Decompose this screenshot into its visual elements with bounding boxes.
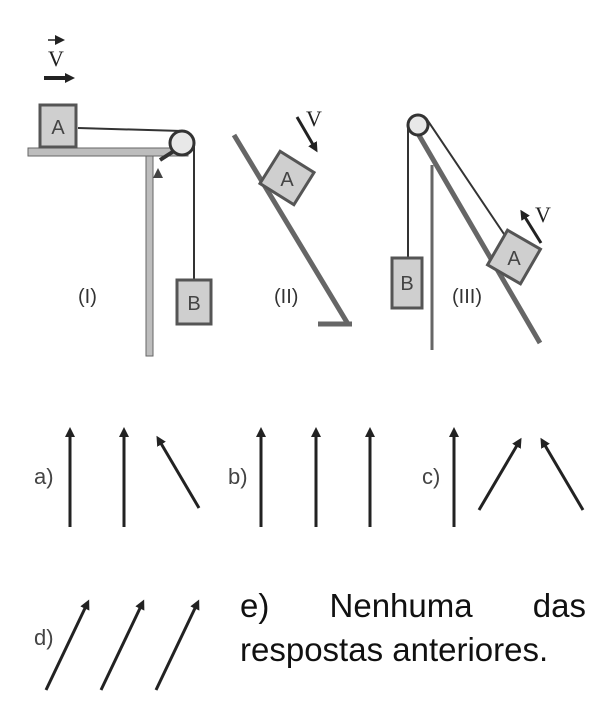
option-b[interactable]: b) <box>228 427 375 527</box>
option-d-arrow-2 <box>99 599 145 691</box>
option-c[interactable]: c) <box>422 427 585 527</box>
block-b-case-3 <box>390 256 424 310</box>
block-a-label: A <box>51 117 65 139</box>
option-d-label: d) <box>34 625 54 650</box>
option-a-label: a) <box>34 464 54 489</box>
table-top <box>27 147 189 157</box>
case-3-setup: B A V (III) <box>390 113 551 350</box>
option-c-arrow-3 <box>540 437 585 511</box>
pulley-3 <box>406 113 430 137</box>
pulley-mount <box>153 168 163 178</box>
case-1-setup: A B V (I) <box>27 35 213 357</box>
option-c-arrow-2 <box>477 437 522 511</box>
velocity-label-1: V <box>48 46 64 71</box>
table-leg <box>145 155 154 357</box>
velocity-arrow-2 <box>295 116 318 153</box>
option-d[interactable]: d) <box>34 599 200 691</box>
option-d-arrow-1 <box>44 599 90 691</box>
option-e[interactable]: e) Nenhuma das respostas anteriores. <box>240 587 586 668</box>
option-a[interactable]: a) <box>34 427 201 527</box>
option-b-label: b) <box>228 464 248 489</box>
rope-3-incline <box>425 117 507 238</box>
option-c-label: c) <box>422 464 440 489</box>
velocity-arrow-3 <box>520 209 543 244</box>
block-a-case-1 <box>38 103 78 149</box>
case-label-3: (III) <box>452 286 482 308</box>
velocity-label-3: V <box>535 202 551 227</box>
block-a-case-3 <box>485 228 543 286</box>
case-label-2: (II) <box>274 286 298 308</box>
pulley-1 <box>168 129 196 157</box>
rope-1-horizontal <box>77 127 183 132</box>
incline-3 <box>410 123 543 345</box>
block-b-label: B <box>187 293 200 315</box>
case-label-1: (I) <box>78 286 97 308</box>
case-2-setup: A V (II) <box>231 106 352 327</box>
block-b-case-1 <box>175 278 213 326</box>
option-d-arrow-3 <box>154 599 200 691</box>
velocity-label-2: V <box>306 106 322 131</box>
incline-2 <box>231 133 351 326</box>
block-a-label-3: A <box>507 248 521 270</box>
block-b-label-3: B <box>400 273 413 295</box>
block-a-case-2 <box>257 149 317 207</box>
block-a-label-2: A <box>280 169 294 191</box>
option-a-arrow-3 <box>156 435 201 509</box>
